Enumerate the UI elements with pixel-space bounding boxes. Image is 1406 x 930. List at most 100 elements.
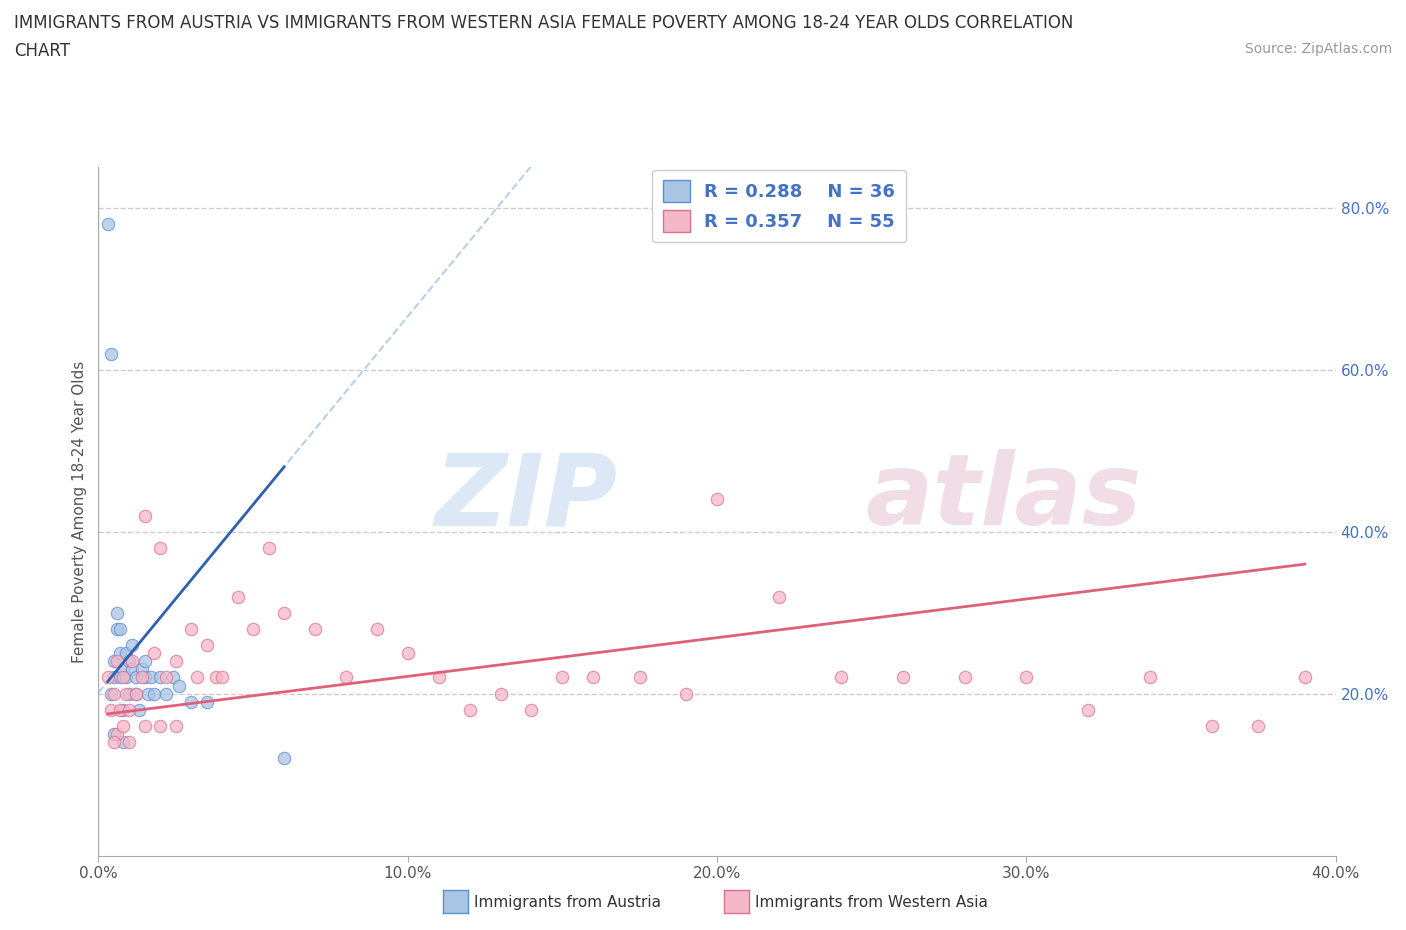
Point: [118, 735, 141, 750]
Point: [103, 735, 125, 750]
Point: [226, 589, 249, 604]
Point: [165, 654, 187, 669]
Point: [1077, 702, 1099, 717]
Point: [105, 605, 128, 620]
Legend: R = 0.288    N = 36, R = 0.357    N = 55: R = 0.288 N = 36, R = 0.357 N = 55: [652, 169, 905, 243]
Point: [830, 670, 852, 684]
Point: [180, 621, 202, 636]
Point: [143, 686, 166, 701]
Text: CHART: CHART: [14, 42, 70, 60]
Point: [1015, 670, 1038, 684]
Point: [103, 686, 125, 701]
Point: [675, 686, 697, 701]
Point: [100, 346, 122, 361]
Point: [304, 621, 326, 636]
Point: [108, 670, 131, 684]
Point: [112, 670, 135, 684]
Point: [1247, 719, 1270, 734]
Point: [134, 654, 156, 669]
Point: [180, 695, 202, 710]
Point: [134, 719, 156, 734]
Point: [97, 670, 120, 684]
Point: [195, 695, 218, 710]
Point: [458, 702, 481, 717]
Point: [121, 662, 143, 677]
Point: [953, 670, 976, 684]
Point: [891, 670, 914, 684]
Point: [186, 670, 208, 684]
Point: [273, 751, 295, 766]
Point: [105, 654, 128, 669]
Point: [124, 670, 146, 684]
Point: [155, 670, 177, 684]
Point: [149, 540, 172, 555]
Point: [121, 638, 143, 653]
Point: [112, 662, 135, 677]
Text: ZIP: ZIP: [434, 449, 619, 546]
Y-axis label: Female Poverty Among 18-24 Year Olds: Female Poverty Among 18-24 Year Olds: [72, 361, 87, 663]
Point: [115, 645, 138, 660]
Point: [112, 719, 135, 734]
Point: [149, 719, 172, 734]
Point: [768, 589, 790, 604]
Point: [97, 217, 120, 232]
Text: Immigrants from Western Asia: Immigrants from Western Asia: [755, 895, 988, 910]
Text: Source: ZipAtlas.com: Source: ZipAtlas.com: [1244, 42, 1392, 56]
Point: [1294, 670, 1316, 684]
Point: [103, 726, 125, 741]
Point: [273, 605, 295, 620]
Point: [124, 686, 146, 701]
Point: [165, 719, 187, 734]
Text: Immigrants from Austria: Immigrants from Austria: [474, 895, 661, 910]
Point: [136, 686, 159, 701]
Point: [118, 654, 141, 669]
Point: [108, 645, 131, 660]
Point: [134, 670, 156, 684]
Point: [162, 670, 184, 684]
Point: [551, 670, 574, 684]
Text: atlas: atlas: [866, 449, 1142, 546]
Point: [582, 670, 605, 684]
Point: [100, 702, 122, 717]
Point: [121, 654, 143, 669]
Point: [396, 645, 419, 660]
Point: [105, 726, 128, 741]
Point: [118, 702, 141, 717]
Point: [108, 621, 131, 636]
Point: [257, 540, 280, 555]
Point: [139, 670, 162, 684]
Point: [105, 621, 128, 636]
Point: [489, 686, 512, 701]
Point: [112, 735, 135, 750]
Point: [108, 702, 131, 717]
Point: [155, 686, 177, 701]
Point: [115, 670, 138, 684]
Text: IMMIGRANTS FROM AUSTRIA VS IMMIGRANTS FROM WESTERN ASIA FEMALE POVERTY AMONG 18-: IMMIGRANTS FROM AUSTRIA VS IMMIGRANTS FR…: [14, 14, 1073, 32]
Point: [112, 702, 135, 717]
Point: [103, 654, 125, 669]
Point: [115, 686, 138, 701]
Point: [1201, 719, 1223, 734]
Point: [131, 662, 153, 677]
Point: [124, 686, 146, 701]
Point: [103, 670, 125, 684]
Point: [427, 670, 450, 684]
Point: [118, 686, 141, 701]
Point: [149, 670, 172, 684]
Point: [1139, 670, 1161, 684]
Point: [335, 670, 357, 684]
Point: [195, 638, 218, 653]
Point: [205, 670, 228, 684]
Point: [131, 670, 153, 684]
Point: [706, 492, 728, 507]
Point: [167, 678, 190, 693]
Point: [520, 702, 543, 717]
Point: [366, 621, 388, 636]
Point: [242, 621, 264, 636]
Point: [628, 670, 651, 684]
Point: [211, 670, 233, 684]
Point: [128, 702, 150, 717]
Point: [134, 508, 156, 523]
Point: [143, 645, 166, 660]
Point: [100, 686, 122, 701]
